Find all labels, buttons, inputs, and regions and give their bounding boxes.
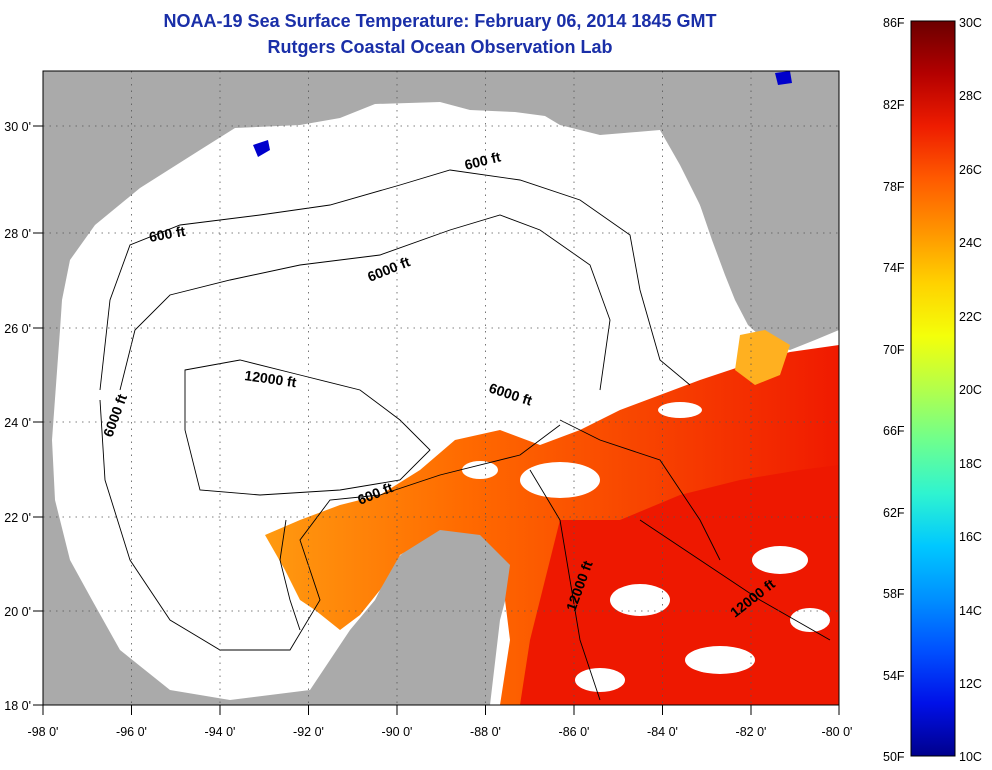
c-label: 18C bbox=[959, 457, 982, 471]
cloud-gaps bbox=[462, 402, 830, 692]
lon-label: -92 0' bbox=[293, 725, 324, 739]
c-label: 14C bbox=[959, 604, 982, 618]
lon-label: -84 0' bbox=[647, 725, 678, 739]
c-label: 20C bbox=[959, 383, 982, 397]
f-label: 70F bbox=[883, 343, 905, 357]
f-label: 82F bbox=[883, 98, 905, 112]
c-label: 12C bbox=[959, 677, 982, 691]
lon-label: -86 0' bbox=[559, 725, 590, 739]
lon-label: -90 0' bbox=[382, 725, 413, 739]
c-label: 24C bbox=[959, 236, 982, 250]
lat-label: 28 0' bbox=[4, 227, 31, 241]
lat-label: 20 0' bbox=[4, 605, 31, 619]
colorbar-frame bbox=[910, 20, 956, 757]
yucatan-land bbox=[330, 520, 512, 705]
map-title: NOAA-19 Sea Surface Temperature: Februar… bbox=[163, 11, 717, 31]
contour-label-600-west: 600 ft bbox=[148, 223, 187, 245]
c-label: 28C bbox=[959, 89, 982, 103]
f-label: 54F bbox=[883, 669, 905, 683]
map-subtitle: Rutgers Coastal Ocean Observation Lab bbox=[267, 37, 613, 57]
bathymetry-contours bbox=[99, 169, 831, 701]
lat-label: 30 0' bbox=[4, 120, 31, 134]
graticule bbox=[43, 71, 839, 705]
c-label: 26C bbox=[959, 163, 982, 177]
lat-label: 26 0' bbox=[4, 322, 31, 336]
c-label: 22C bbox=[959, 310, 982, 324]
colorbar-celsius-labels: 30C 28C 26C 24C 22C 20C 18C 16C 14C 12C … bbox=[959, 16, 982, 764]
colorbar-fahrenheit-labels: 86F 82F 78F 74F 70F 66F 62F 58F 54F 50F bbox=[883, 16, 905, 764]
lon-label: -80 0' bbox=[822, 725, 853, 739]
map-area bbox=[43, 71, 839, 705]
map-frame bbox=[42, 70, 840, 706]
lon-tick-labels: -98 0' -96 0' -94 0' -92 0' -90 0' -88 0… bbox=[28, 725, 853, 739]
lon-label: -98 0' bbox=[28, 725, 59, 739]
temperature-colorbar bbox=[911, 21, 955, 756]
f-label: 74F bbox=[883, 261, 905, 275]
c-label: 16C bbox=[959, 530, 982, 544]
f-label: 78F bbox=[883, 180, 905, 194]
lon-label: -88 0' bbox=[470, 725, 501, 739]
c-label: 10C bbox=[959, 750, 982, 764]
lat-label: 22 0' bbox=[4, 511, 31, 525]
sst-keys-plume bbox=[735, 330, 790, 385]
lake-marker-2 bbox=[775, 71, 792, 85]
f-label: 66F bbox=[883, 424, 905, 438]
axis-ticks bbox=[33, 125, 840, 715]
lat-label: 18 0' bbox=[4, 699, 31, 713]
f-label: 86F bbox=[883, 16, 905, 30]
sst-caribbean-region bbox=[520, 465, 839, 705]
f-label: 62F bbox=[883, 506, 905, 520]
colorbar-gradient bbox=[911, 21, 955, 756]
lon-label: -96 0' bbox=[116, 725, 147, 739]
florida-land bbox=[660, 118, 839, 350]
lon-label: -82 0' bbox=[736, 725, 767, 739]
lon-label: -94 0' bbox=[205, 725, 236, 739]
c-label: 30C bbox=[959, 16, 982, 30]
lat-tick-labels: 18 0' 20 0' 22 0' 24 0' 26 0' 28 0' 30 0… bbox=[4, 120, 31, 713]
lat-label: 24 0' bbox=[4, 416, 31, 430]
f-label: 58F bbox=[883, 587, 905, 601]
contour-label-12000-center: 12000 ft bbox=[244, 367, 298, 390]
f-label: 50F bbox=[883, 750, 905, 764]
lake-marker-1 bbox=[253, 140, 270, 157]
